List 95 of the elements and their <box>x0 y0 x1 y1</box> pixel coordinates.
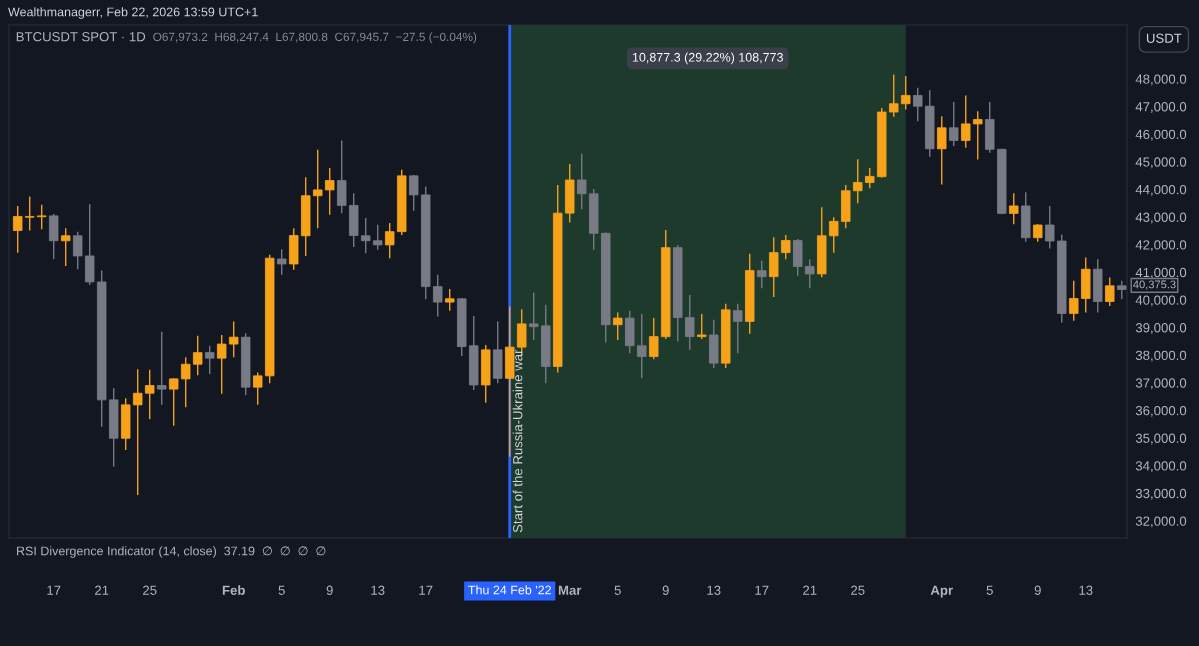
candlestick <box>204 345 215 375</box>
candlestick <box>973 110 983 161</box>
candlestick <box>384 222 395 259</box>
chart-title: BTCUSDT SPOT · 1D <box>16 32 146 42</box>
candlestick <box>732 303 743 354</box>
candlestick <box>829 216 839 254</box>
y-tick-label: 40,000.0 <box>1135 295 1187 307</box>
y-tick-label: 36,000.0 <box>1135 405 1187 417</box>
x-tick-label: 25 <box>851 585 865 595</box>
y-axis-title: USDT <box>1146 33 1182 43</box>
y-tick-label: 39,000.0 <box>1135 323 1187 334</box>
candlestick <box>432 274 443 318</box>
x-tick-label: 9 <box>1034 585 1041 595</box>
x-tick-label: 13 <box>371 585 385 595</box>
candlestick <box>12 205 23 254</box>
x-tick-label: Feb <box>222 585 245 595</box>
y-tick-label: 37,000.0 <box>1135 378 1187 390</box>
x-tick-label: 5 <box>986 585 993 595</box>
candlestick <box>528 291 539 341</box>
candlestick <box>1069 280 1079 322</box>
candlestick <box>805 258 815 289</box>
candlestick <box>1045 205 1055 250</box>
ref-line-label: Start of the Russia-Ukraine war <box>512 349 523 533</box>
x-tick-label: 17 <box>47 585 61 595</box>
candlestick <box>901 75 911 111</box>
x-tick-label: 5 <box>614 585 621 595</box>
y-tick-label: 48,000.0 <box>1135 74 1187 86</box>
x-tick-label: Mar <box>558 585 582 595</box>
candlestick <box>937 115 947 186</box>
candlestick <box>612 311 623 341</box>
candlestick <box>180 356 191 409</box>
candlestick <box>1117 280 1127 301</box>
x-tick-label: Apr <box>930 585 953 598</box>
x-tick-label: 5 <box>278 585 285 595</box>
candlestick <box>949 101 959 147</box>
y-tick-label: 43,000.0 <box>1135 212 1187 224</box>
candlestick <box>372 224 383 251</box>
x-tick-label: 25 <box>143 585 157 595</box>
candlestick <box>913 87 923 122</box>
candlestick <box>276 248 287 276</box>
candlestick <box>756 259 767 289</box>
x-tick-label: 13 <box>707 585 721 595</box>
x-tick-label: 13 <box>1079 585 1093 595</box>
annotation: 40,375.3 <box>1133 280 1176 290</box>
text: Wealthmanagerr, Feb 22, 2026 13:59 UTC+1 <box>8 7 258 19</box>
candlestick <box>216 334 227 395</box>
x-tick-label: 9 <box>326 585 333 595</box>
y-tick-label: 34,000.0 <box>1135 461 1187 473</box>
candlestick <box>312 149 323 230</box>
candlestick <box>684 294 695 351</box>
x-tick-label: 17 <box>419 585 433 595</box>
y-tick-label: 45,000.0 <box>1135 157 1187 169</box>
y-tick-label: 44,000.0 <box>1135 184 1187 196</box>
candlestick <box>144 369 155 420</box>
candlestick <box>1009 192 1019 225</box>
x-tick-label: Thu 24 Feb '22 <box>468 585 551 595</box>
candlestick <box>324 167 335 216</box>
x-tick-label: 21 <box>95 585 109 595</box>
candlestick <box>853 158 863 204</box>
candlestick <box>865 167 875 189</box>
candlestick <box>576 153 587 210</box>
x-tick-label: 17 <box>755 585 769 595</box>
candlestick <box>408 174 419 212</box>
candlestick <box>156 330 167 406</box>
annotation: O67,973.2 H68,247.4 L67,800.8 C67,945.7 −27.5 (−0.04%) <box>153 32 477 44</box>
y-tick-label: 41,000.0 <box>1135 267 1187 279</box>
candlestick <box>132 368 143 496</box>
candlestick <box>168 377 179 427</box>
candlestick <box>1105 276 1115 307</box>
y-tick-label: 32,000.0 <box>1135 516 1187 528</box>
candlestick <box>192 335 203 376</box>
y-tick-label: 33,000.0 <box>1135 488 1187 500</box>
candlestick <box>36 204 47 230</box>
candlestick <box>961 94 971 149</box>
text: RSI Divergence Indicator (14, close) 37.19 ∅ ∅ ∅ ∅ <box>17 546 326 558</box>
y-tick-label: 42,000.0 <box>1135 240 1187 252</box>
x-tick-label: 9 <box>662 585 669 595</box>
candlestick <box>648 317 659 360</box>
candlestick <box>72 230 83 270</box>
y-tick-label: 35,000.0 <box>1135 433 1187 445</box>
candlestick <box>889 73 899 118</box>
candlestick <box>780 234 791 260</box>
candlestick <box>60 227 71 267</box>
candlestick <box>360 217 371 254</box>
candlestick <box>228 320 239 359</box>
annotation: 10,877.3 (29.22%) 108,773 <box>632 52 783 65</box>
y-tick-label: 46,000.0 <box>1135 129 1187 141</box>
candlestick <box>444 288 455 312</box>
candlestick <box>252 371 263 406</box>
candlestick <box>696 313 707 340</box>
candlestick <box>24 195 35 232</box>
y-tick-label: 38,000.0 <box>1135 350 1187 362</box>
x-tick-label: 21 <box>803 585 817 595</box>
y-tick-label: 47,000.0 <box>1135 102 1187 113</box>
candlestick <box>636 313 647 380</box>
